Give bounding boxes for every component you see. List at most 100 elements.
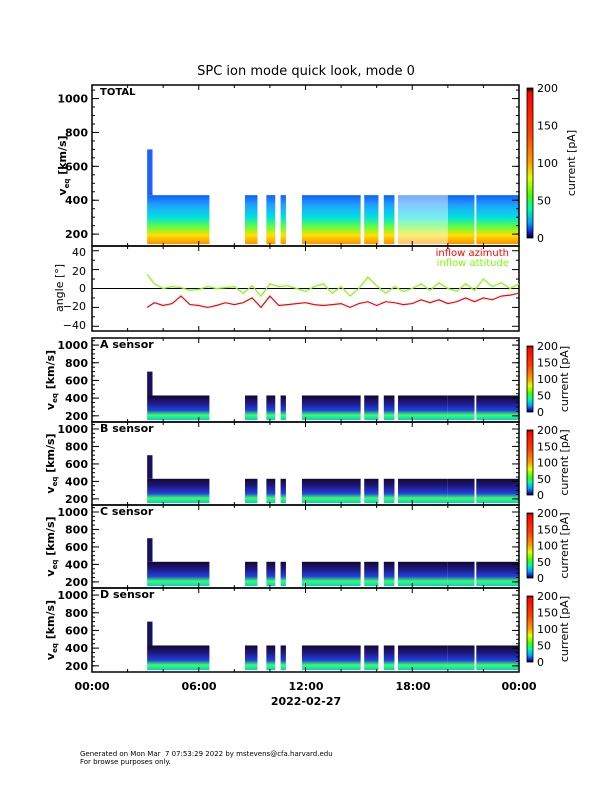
spectrogram-block [447, 645, 475, 670]
spectrogram-block [364, 645, 379, 670]
y-tick-label: 1000 [57, 93, 88, 106]
spectrogram-block [280, 478, 286, 503]
y-tick-label: 800 [65, 607, 88, 620]
spectrogram-block [301, 195, 361, 244]
footer: Generated on Mon Mar 7 07:53:29 2022 by … [80, 750, 333, 766]
spectrogram-block [147, 195, 210, 244]
colorbar-label: current [pA] [558, 596, 571, 662]
y-tick-label: 600 [65, 458, 88, 471]
y-tick-label: 1000 [57, 423, 88, 436]
ylabel-main: v [56, 188, 69, 196]
legend-inflow-azimuth: inflow azimuth [436, 248, 509, 259]
spectrogram-block [398, 395, 448, 420]
spectrogram-block [266, 645, 276, 670]
y-tick-label: 1000 [57, 339, 88, 352]
ylabel-unit: [km/s] [44, 350, 57, 393]
spectrogram-block [447, 395, 475, 420]
ylabel-main: v [44, 402, 57, 410]
spectrogram-block [476, 561, 519, 586]
y-tick-label: 200 [65, 410, 88, 423]
x-axis: 00:00 06:00 12:00 18:00 00:00 2022-02-27 [74, 680, 536, 708]
y-tick-label: 600 [65, 374, 88, 387]
spectrogram-block [476, 195, 519, 244]
ylabel-sub: eq [63, 179, 71, 189]
y-tick-label: 200 [65, 493, 88, 506]
y-tick-label: 1000 [57, 589, 88, 602]
colorbar-tick-label: 50 [537, 556, 551, 569]
spectrogram-block [301, 645, 361, 670]
spectrogram-block [476, 645, 519, 670]
colorbar-tick-label: 150 [537, 120, 558, 133]
spectrogram-block [245, 195, 258, 244]
spectrogram-block [245, 561, 258, 586]
ylabel-sub: eq [51, 477, 59, 487]
panel-label: C sensor [100, 505, 154, 518]
ylabel-sub: eq [51, 643, 59, 653]
colorbar-tick-label: 150 [537, 607, 558, 620]
colorbar-tick-label: 50 [537, 473, 551, 486]
footer-generated-line: Generated on Mon Mar 7 07:53:29 2022 by … [80, 750, 333, 758]
angle-ytick-label: 20 [72, 265, 86, 278]
ylabel-unit: [km/s] [56, 135, 69, 178]
angle-panel: angle [°] 40 20 0 −20 −40 inflow azimuth… [53, 245, 520, 332]
spectrogram-block [476, 395, 519, 420]
angle-ylabel: angle [°] [53, 264, 66, 312]
colorbar-tick-label: 200 [537, 340, 558, 353]
spectrogram-block [147, 395, 210, 420]
spectrogram-panel: 200 400 600 800 1000 C sensor veq [km/s] 0 50 100… [44, 504, 571, 589]
colorbar [526, 345, 534, 413]
colorbar [526, 429, 534, 496]
colorbar-tick-label: 100 [537, 373, 558, 386]
angle-ytick-label: −40 [63, 319, 86, 332]
colorbar-tick-label: 0 [537, 572, 544, 585]
spectrogram-block [447, 195, 475, 244]
footer-browse-note: For browse purposes only. [80, 758, 171, 766]
ylabel-unit: [km/s] [44, 600, 57, 643]
spectrogram-spike [147, 149, 153, 196]
panel-label: B sensor [100, 422, 154, 435]
spectrogram-block [266, 395, 276, 420]
spectrogram-panel: 200 400 600 800 1000 D sensor veq [km/s] 0 50 100… [44, 587, 571, 673]
colorbar-tick-label: 100 [537, 540, 558, 553]
spectrogram-block [280, 645, 286, 670]
ylabel-unit: [km/s] [44, 516, 57, 559]
y-tick-label: 600 [65, 624, 88, 637]
y-tick-label: 1000 [57, 506, 88, 519]
colorbar-tick-label: 0 [537, 489, 544, 502]
colorbar-tick-label: 150 [537, 440, 558, 453]
angle-series-line [146, 292, 520, 309]
y-tick-label: 800 [65, 126, 88, 139]
spectrogram-block [280, 195, 286, 244]
y-axis-label: veq [km/s] [44, 600, 59, 660]
colorbar [526, 87, 534, 239]
spectrogram-block [398, 645, 448, 670]
chart-title: SPC ion mode quick look, mode 0 [197, 64, 415, 79]
panel-label: A sensor [100, 338, 154, 351]
colorbar-tick-label: 200 [537, 424, 558, 437]
spectrogram-block [245, 645, 258, 670]
angle-ytick-label: 40 [72, 246, 86, 259]
spectrogram-block [266, 195, 276, 244]
y-tick-label: 600 [65, 541, 88, 554]
spectrogram-block [147, 645, 210, 670]
panel-label: TOTAL [100, 87, 136, 98]
spectrogram-block [364, 195, 379, 244]
ylabel-sub: eq [51, 393, 59, 403]
legend-inflow-attitude: inflow attitude [437, 258, 509, 269]
y-tick-label: 200 [65, 228, 88, 241]
y-axis-label: veq [km/s] [44, 433, 59, 493]
spectrogram-block [301, 478, 361, 503]
colorbar [526, 512, 534, 579]
colorbar-tick-label: 200 [537, 590, 558, 603]
spectrogram-spike [147, 371, 153, 396]
colorbar-label: current [pA] [558, 429, 571, 495]
y-tick-label: 400 [65, 642, 88, 655]
x-tick-label: 00:00 [74, 680, 109, 693]
colorbar-tick-label: 100 [537, 157, 558, 170]
spectrogram-block [364, 478, 379, 503]
x-tick-label: 06:00 [181, 680, 216, 693]
spectrogram-block [147, 561, 210, 586]
colorbar [526, 595, 534, 663]
y-tick-label: 400 [65, 194, 88, 207]
